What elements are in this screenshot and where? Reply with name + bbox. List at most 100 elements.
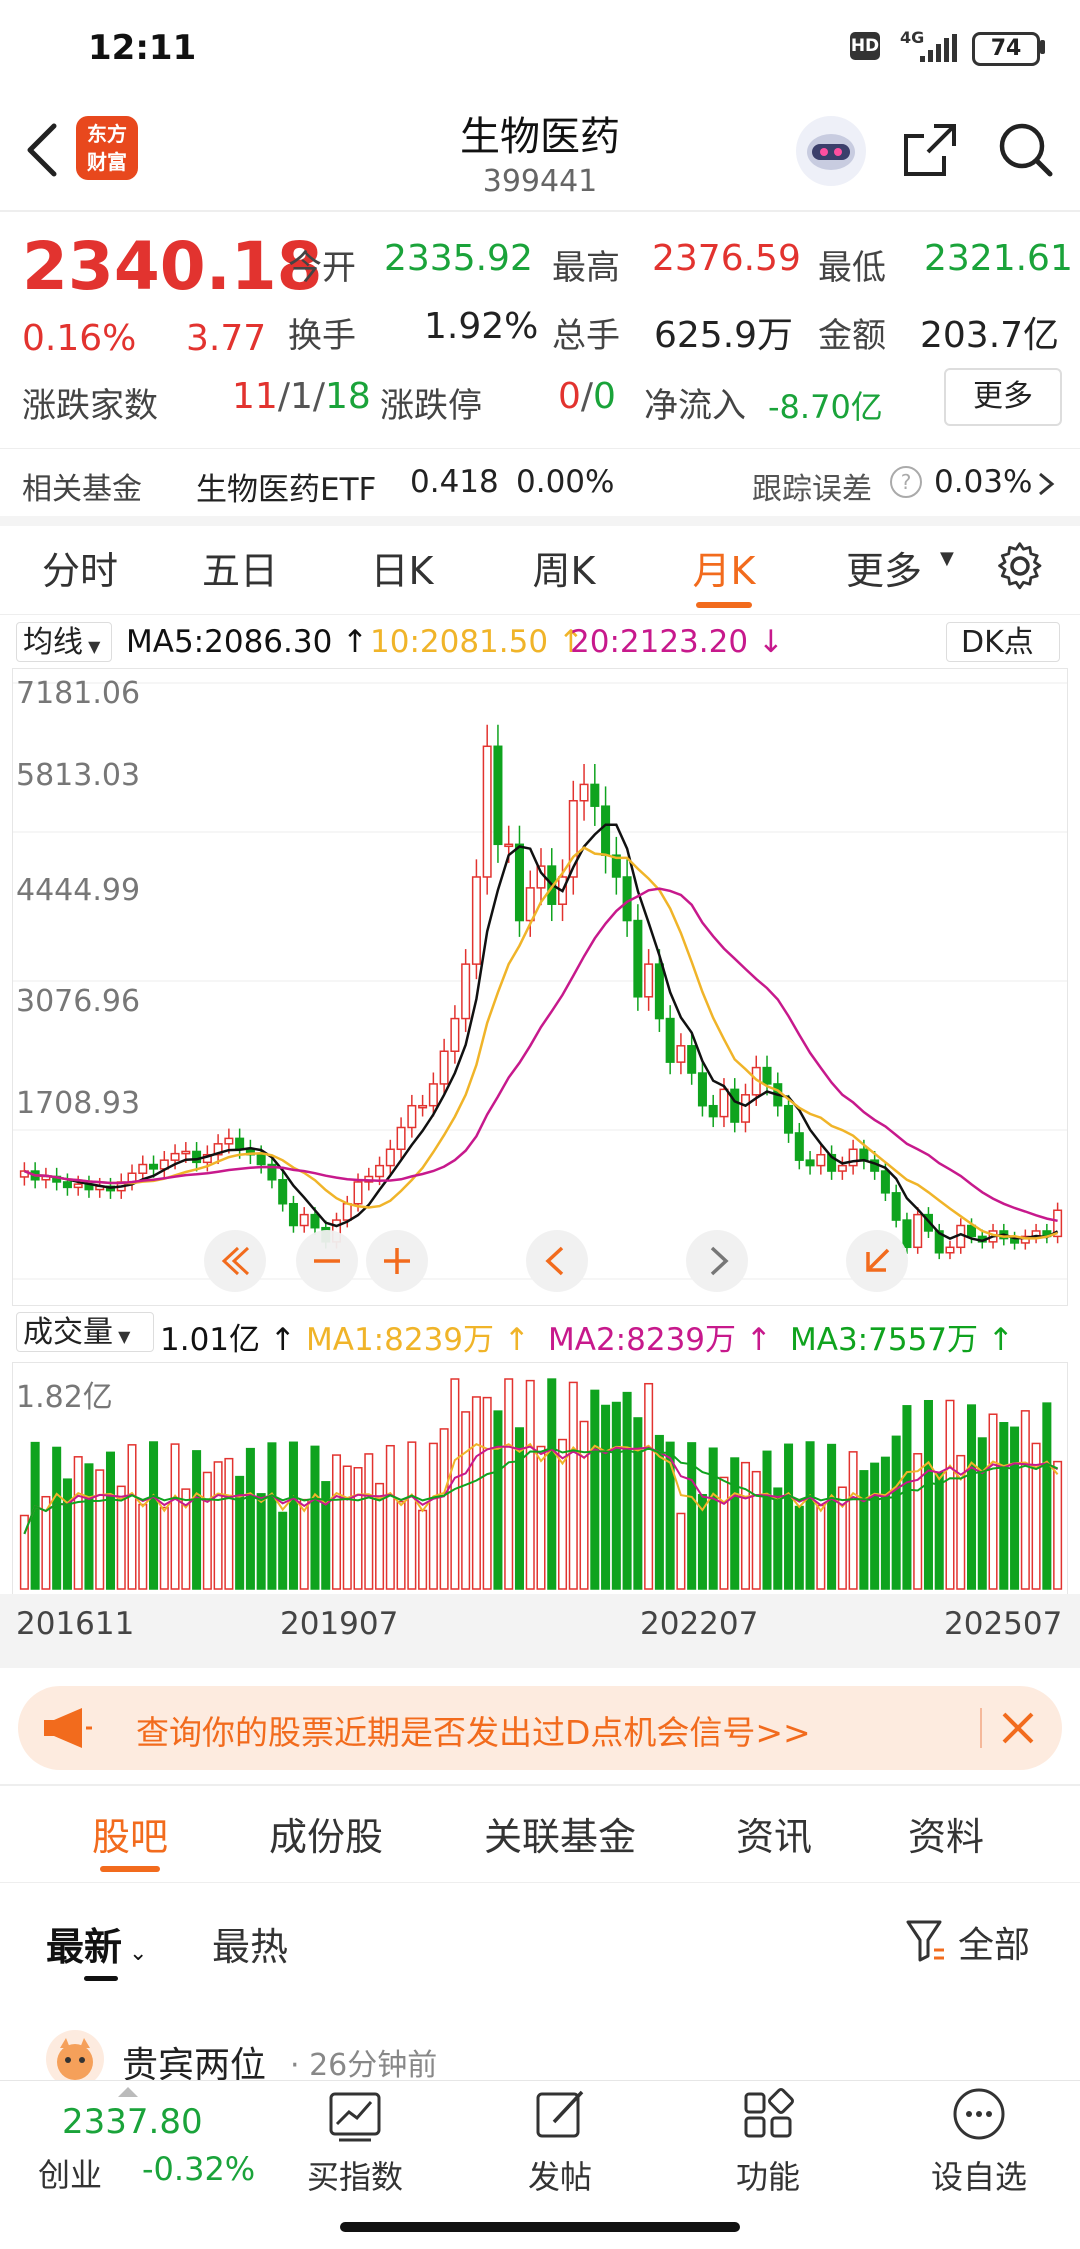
tab-4[interactable]: 月K (692, 549, 756, 593)
subtab-0[interactable]: 股吧 (91, 1815, 168, 1859)
volume-bar (127, 1444, 137, 1590)
buy-index-button[interactable]: 买指数 (300, 2084, 410, 2198)
ma-selector[interactable]: 均线 ▼ (16, 622, 112, 662)
volume-selector[interactable]: 成交量 ▼ (16, 1312, 154, 1352)
subtab-4[interactable]: 资料 (907, 1815, 984, 1859)
filter-latest[interactable]: 最新 ⌄ (46, 1925, 148, 1969)
scroll-right-button[interactable] (686, 1230, 748, 1292)
filter-icon[interactable] (904, 1916, 948, 1968)
candle (579, 783, 589, 802)
buy-index-label: 买指数 (306, 2158, 403, 2196)
subtab-1[interactable]: 成份股 (268, 1815, 383, 1859)
volume-svg (19, 1378, 1063, 1590)
index-name[interactable]: 创业 (38, 2156, 103, 2194)
volume-bar (19, 1514, 29, 1590)
volume-bar (202, 1471, 212, 1590)
candle (149, 1163, 159, 1170)
index-price[interactable]: 2337.80 (62, 2102, 203, 2142)
dpoint-banner[interactable]: 查询你的股票近期是否发出过D点机会信号>> (18, 1686, 1062, 1770)
high-value: 2376.59 (652, 238, 801, 279)
candlestick-chart[interactable] (12, 668, 1068, 1306)
filter-all[interactable]: 全部 (958, 1925, 1031, 1966)
candle (428, 1083, 438, 1107)
back-icon[interactable] (20, 118, 60, 186)
chevron-right-icon[interactable] (1036, 470, 1056, 502)
price-tick: 3076.96 (16, 984, 141, 1019)
tab-0[interactable]: 分时 (41, 549, 118, 593)
volume-bar (418, 1509, 428, 1590)
volume-bar (622, 1391, 632, 1590)
app-logo: 东方 财富 (76, 116, 138, 180)
volume-bar (288, 1441, 298, 1590)
volume-bar (493, 1410, 503, 1590)
time-tick: 202507 (944, 1606, 1063, 1642)
volume-bar (482, 1396, 492, 1590)
fund-name[interactable]: 生物医药ETF (196, 472, 377, 508)
candle (213, 1143, 223, 1156)
fund-label: 相关基金 (22, 472, 142, 507)
robot-assistant-icon[interactable] (796, 116, 866, 186)
ma10-line (23, 846, 1059, 1240)
candle (73, 1183, 83, 1189)
change-pct: 0.16% (22, 318, 137, 359)
network-label: 4G (900, 28, 925, 47)
volume-bar (956, 1454, 966, 1590)
dk-point-selector[interactable]: DK点 (946, 622, 1060, 662)
volume-bar (719, 1476, 729, 1590)
tab-2[interactable]: 日K (370, 549, 434, 593)
page-title: 生物医药 (460, 114, 620, 160)
scroll-left-button[interactable] (526, 1230, 588, 1292)
filter-hot[interactable]: 最热 (212, 1925, 289, 1969)
volume-bar (504, 1378, 514, 1590)
share-icon[interactable] (900, 120, 960, 184)
candle (224, 1137, 234, 1145)
scroll-left-fast-button[interactable] (204, 1230, 266, 1292)
amount-value: 203.7亿 (920, 315, 1060, 356)
close-icon[interactable] (1000, 1710, 1036, 1750)
subtab-3[interactable]: 资讯 (735, 1815, 812, 1859)
volume-bar (784, 1443, 794, 1590)
candle (622, 876, 632, 922)
help-icon[interactable]: ? (890, 466, 922, 498)
volume-bar (342, 1465, 352, 1590)
candle (848, 1148, 858, 1167)
limit-down: 0 (593, 376, 616, 417)
functions-button[interactable]: 功能 (718, 2084, 818, 2198)
add-watchlist-button[interactable]: 设自选 (924, 2084, 1034, 2198)
candle (601, 805, 611, 856)
reset-view-button[interactable] (846, 1230, 908, 1292)
post-button[interactable]: 发帖 (510, 2084, 610, 2198)
limit-value: 0/0 (558, 376, 616, 417)
post-username[interactable]: 贵宾两位 (122, 2045, 267, 2086)
volume-chart[interactable] (12, 1362, 1068, 1596)
volume-bar (837, 1486, 847, 1590)
settings-gear-icon[interactable] (994, 540, 1046, 596)
candle (676, 1045, 686, 1063)
stock-code: 399441 (482, 164, 598, 199)
tab-1[interactable]: 五日 (201, 549, 278, 593)
volume-bar (697, 1494, 707, 1590)
vol-ma2-value: MA2:8239万 (548, 1322, 737, 1358)
adv-flat: 1 (289, 376, 313, 417)
search-icon[interactable] (996, 120, 1056, 184)
zoom-in-button[interactable] (366, 1230, 428, 1292)
high-label: 最高 (552, 248, 620, 288)
volume-bar (579, 1420, 589, 1590)
volume-bar (84, 1463, 94, 1590)
volume-bar (558, 1438, 568, 1590)
volume-bar (977, 1437, 987, 1590)
tab-3[interactable]: 周K (532, 549, 596, 593)
banner-text: 查询你的股票近期是否发出过D点机会信号>> (136, 1713, 811, 1752)
candle (62, 1181, 72, 1189)
avatar[interactable] (46, 2030, 104, 2088)
ma5-legend: MA5:2086.30 ↑ (126, 624, 369, 660)
candle (418, 1104, 428, 1109)
tab-5[interactable]: 更多 (845, 549, 922, 593)
filter-underline (84, 1976, 118, 1981)
subtab-2[interactable]: 关联基金 (483, 1815, 636, 1859)
candle (762, 1066, 772, 1085)
volume-bar (321, 1481, 331, 1590)
more-button[interactable]: 更多 (944, 368, 1062, 426)
index-pct[interactable]: -0.32% (142, 2150, 256, 2188)
zoom-out-button[interactable] (296, 1230, 358, 1292)
